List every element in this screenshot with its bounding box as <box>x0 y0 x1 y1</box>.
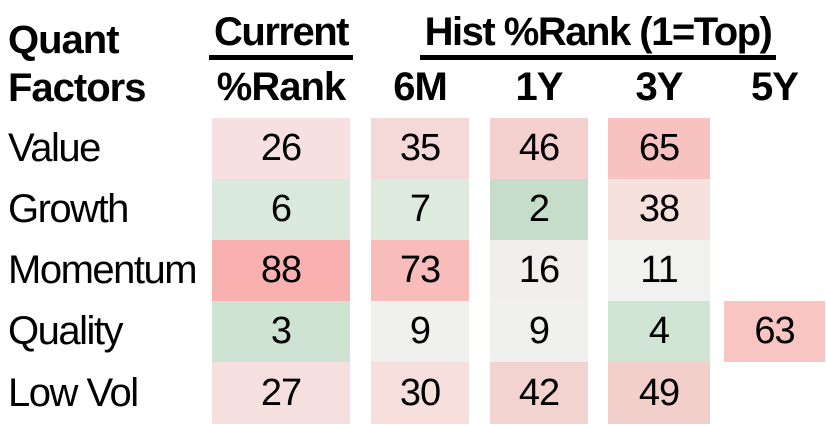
heatmap-cell: 9 <box>490 301 588 362</box>
heatmap-cell: 63 <box>724 301 825 362</box>
heatmap-cell: 88 <box>212 240 350 301</box>
group-header-current: Current <box>206 12 356 60</box>
heatmap-cell: 6 <box>212 179 350 240</box>
heatmap-cell: 16 <box>490 240 588 301</box>
heatmap-cell: 7 <box>371 179 469 240</box>
group-header-current-label: Current <box>209 12 353 60</box>
heatmap-cell-empty <box>724 179 825 240</box>
heatmap-cell-empty <box>724 118 825 179</box>
heatmap-cell: 73 <box>371 240 469 301</box>
row-group-title-line1: Quant <box>8 18 120 62</box>
row-group-title-line2: Factors <box>8 66 146 110</box>
column-header-5y: 5Y <box>751 64 799 109</box>
heatmap-cell: 27 <box>212 362 350 424</box>
group-header-hist-label: Hist %Rank (1=Top) <box>419 12 777 60</box>
heatmap-cell: 2 <box>490 179 588 240</box>
group-header-hist: Hist %Rank (1=Top) <box>371 12 825 60</box>
heatmap-cell: 11 <box>608 240 710 301</box>
heatmap-cell-empty <box>724 362 825 424</box>
heatmap-cell: 30 <box>371 362 469 424</box>
column-header-6m: 6M <box>393 64 448 109</box>
heatmap-cell: 26 <box>212 118 350 179</box>
heatmap-cell: 42 <box>490 362 588 424</box>
row-group-title: Quant Factors <box>8 16 146 112</box>
heatmap-cell: 3 <box>212 301 350 362</box>
heatmap-cell: 35 <box>371 118 469 179</box>
row-label-low-vol: Low Vol <box>8 370 139 415</box>
row-label-quality: Quality <box>8 309 124 353</box>
column-header-percent-rank: %Rank <box>216 64 346 109</box>
heatmap-cell-empty <box>724 240 825 301</box>
heatmap-cell: 9 <box>371 301 469 362</box>
column-header-1y: 1Y <box>515 64 564 109</box>
row-label-momentum: Momentum <box>8 248 198 292</box>
heatmap-cell: 65 <box>608 118 710 179</box>
column-header-3y: 3Y <box>635 64 684 109</box>
heatmap-cell: 38 <box>608 179 710 240</box>
row-label-growth: Growth <box>8 187 129 231</box>
row-label-value: Value <box>8 126 101 170</box>
heatmap-cell: 4 <box>608 301 710 362</box>
heatmap-cell: 46 <box>490 118 588 179</box>
heatmap-cell: 49 <box>608 362 710 424</box>
